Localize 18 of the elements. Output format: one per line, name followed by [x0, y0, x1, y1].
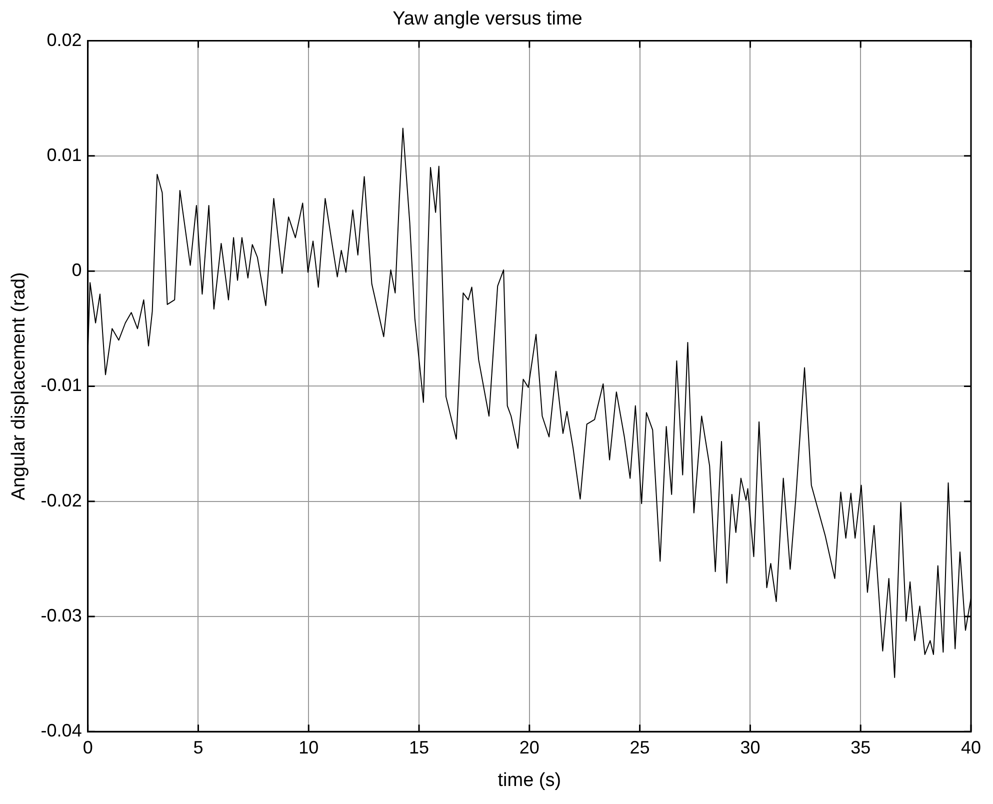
- y-tick-label: -0.04: [40, 720, 82, 741]
- x-tick-label: 20: [519, 737, 540, 758]
- y-tick-label: -0.03: [40, 605, 82, 626]
- x-tick-label: 30: [740, 737, 760, 758]
- y-tick-label: -0.02: [40, 490, 82, 510]
- x-tick-label: 10: [298, 737, 319, 758]
- x-tick-label: 15: [409, 737, 430, 758]
- y-tick-label: -0.01: [40, 375, 82, 396]
- y-tick-label: 0.02: [46, 30, 82, 50]
- chart-title: Yaw angle versus time: [392, 8, 582, 30]
- x-tick-label: 5: [193, 737, 204, 758]
- x-tick-label: 35: [850, 737, 871, 758]
- x-tick-label: 25: [630, 737, 650, 758]
- y-axis-title: Angular displacement (rad): [8, 272, 30, 500]
- x-axis-title: time (s): [498, 770, 562, 791]
- x-tick-label: 40: [960, 737, 982, 758]
- y-tick-label: 0.01: [46, 144, 82, 165]
- y-tick-label: 0: [72, 260, 82, 280]
